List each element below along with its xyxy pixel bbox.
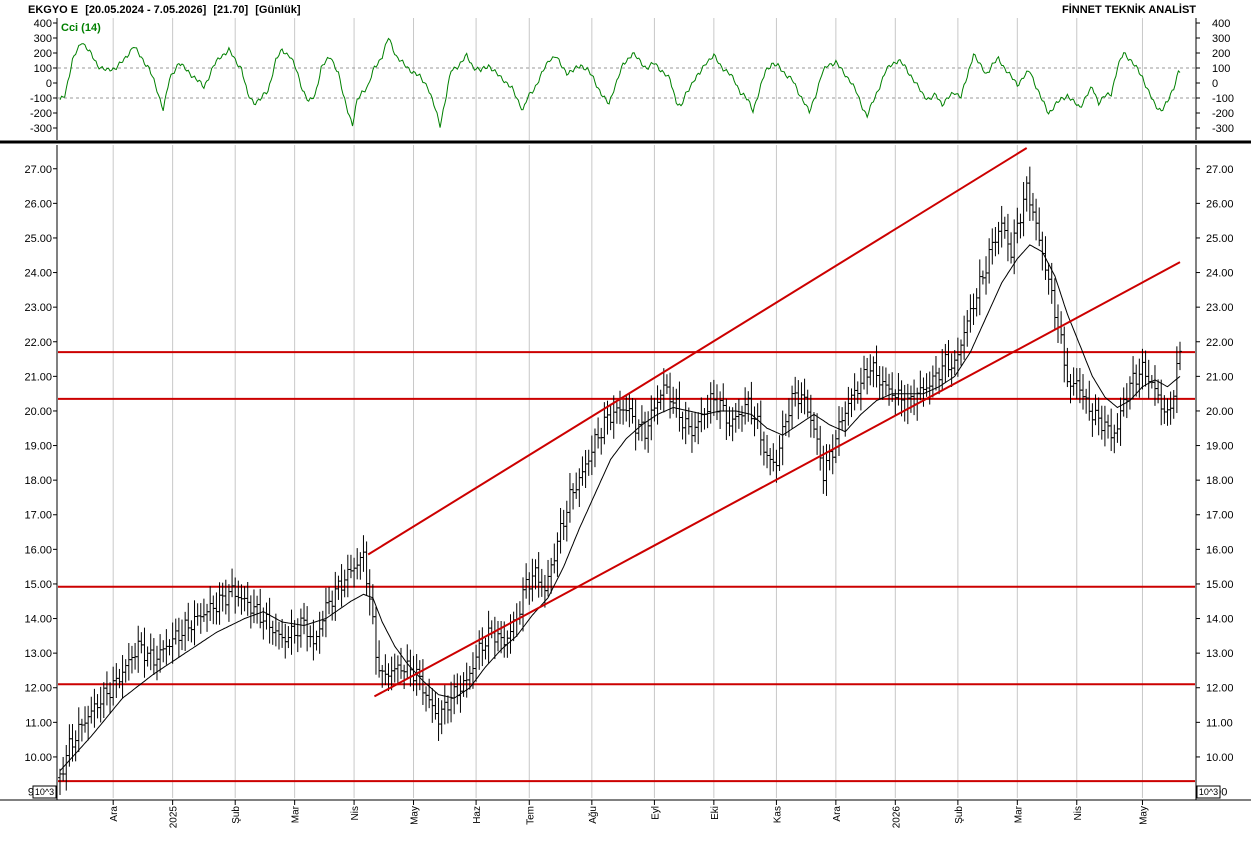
price-tick-left: 15.00	[24, 579, 52, 591]
cci-tick-right: 300	[1212, 33, 1230, 45]
cci-tick-left: 100	[34, 63, 52, 75]
price-tick-right: 24.00	[1206, 268, 1234, 280]
cci-tick-left: -300	[30, 123, 52, 135]
cci-line	[59, 37, 1181, 128]
price-tick-left: 14.00	[24, 614, 52, 626]
trend-line	[373, 261, 1181, 698]
cci-tick-right: 400	[1212, 18, 1230, 30]
price-tick-left: 26.00	[24, 198, 52, 210]
price-tick-right: 18.00	[1206, 475, 1234, 487]
price-tick-left: 23.00	[24, 302, 52, 314]
cci-tick-right: 0	[1212, 78, 1218, 90]
cci-tick-left: 0	[46, 78, 52, 90]
x-tick-label: Ağu	[588, 806, 599, 824]
x-tick-label: Nis	[1073, 806, 1084, 820]
price-tick-right: 21.00	[1206, 371, 1234, 383]
price-tick-left: 13.00	[24, 648, 52, 660]
header-vendor: FİNNET TEKNİK ANALİST	[1062, 3, 1196, 16]
price-tick-left: 10.00	[24, 752, 52, 764]
header-range: [20.05.2024 - 7.05.2026]	[85, 4, 206, 16]
cci-tick-left: -100	[30, 93, 52, 105]
price-tick-left: 12.00	[24, 683, 52, 695]
x-tick-label: May	[410, 806, 421, 825]
cci-tick-left: -200	[30, 108, 52, 120]
price-tick-left: 18.00	[24, 475, 52, 487]
price-tick-right: 22.00	[1206, 337, 1234, 349]
price-tick-right: 15.00	[1206, 579, 1234, 591]
price-tick-right: 23.00	[1206, 302, 1234, 314]
x-tick-label: Kas	[772, 806, 783, 823]
header-title: EKGYO E [20.05.2024 - 7.05.2026] [21.70]…	[28, 4, 301, 16]
price-tick-left: 9	[28, 787, 34, 799]
header-symbol: EKGYO E	[28, 4, 78, 16]
cci-tick-left: 300	[34, 33, 52, 45]
cci-tick-right: -300	[1212, 123, 1234, 135]
x-tick-label: Ara	[832, 806, 843, 822]
cci-label: Cci (14)	[61, 22, 101, 34]
cci-tick-right: 100	[1212, 63, 1230, 75]
price-tick-left: 11.00	[25, 717, 52, 729]
trend-line	[367, 147, 1028, 556]
price-tick-right: 16.00	[1206, 544, 1234, 556]
x-axis: Ara 2025 Şub Mar Nis May Haz Tem Ağu Eyl Eki Kas Ara…	[109, 800, 1150, 829]
price-tick-right: 11.00	[1206, 717, 1233, 729]
price-tick-left: 16.00	[24, 544, 52, 556]
price-tick-right: 14.00	[1206, 614, 1234, 626]
header-period: [Günlük]	[255, 4, 301, 16]
price-tick-left: 17.00	[24, 510, 52, 522]
price-tick-right: 20.00	[1206, 406, 1234, 418]
cci-tick-right: -100	[1212, 93, 1234, 105]
price-tick-right: 10.00	[1206, 752, 1234, 764]
cci-tick-left: 400	[34, 18, 52, 30]
multiplier-right: 10^3	[1196, 785, 1221, 799]
price-tick-left: 24.00	[24, 268, 52, 280]
x-tick-label: Mar	[291, 805, 302, 823]
x-tick-label: May	[1139, 806, 1150, 825]
price-tick-right: 26.00	[1206, 198, 1234, 210]
cci-tick-right: 200	[1212, 48, 1230, 60]
price-tick-right: 13.00	[1206, 648, 1234, 660]
x-tick-label: Haz	[472, 806, 483, 824]
price-panel: 27.00 27.00 26.00 26.00 25.00 25.00 24.00 24.00…	[24, 145, 1234, 800]
x-tick-label: Şub	[231, 806, 242, 824]
x-tick-label: Eyl	[650, 806, 661, 820]
price-tick-right: 25.00	[1206, 233, 1234, 245]
multiplier-left: 10^3	[32, 785, 57, 799]
cci-panel: Cci (14) 400 400 300 300 200 200 100 100 0 0 -100 -…	[30, 18, 1234, 140]
price-tick-left: 27.00	[24, 164, 52, 176]
x-tick-label: Şub	[954, 806, 965, 824]
price-tick-right: 12.00	[1206, 683, 1234, 695]
header-last: [21.70]	[213, 4, 248, 16]
price-tick-left: 21.00	[24, 371, 52, 383]
price-tick-left: 25.00	[24, 233, 52, 245]
x-tick-label: Nis	[350, 806, 361, 820]
price-tick-right: 19.00	[1206, 441, 1234, 453]
cci-tick-left: 200	[34, 48, 52, 60]
x-tick-label: Tem	[525, 806, 536, 825]
x-tick-label: 2025	[169, 806, 180, 829]
x-tick-label: Eki	[710, 806, 721, 820]
price-tick-left: 22.00	[24, 337, 52, 349]
price-tick-left: 19.00	[24, 441, 52, 453]
price-tick-right: 27.00	[1206, 164, 1234, 176]
moving-average-line	[59, 244, 1181, 772]
price-tick-right: 17.00	[1206, 510, 1234, 522]
price-tick-left: 20.00	[24, 406, 52, 418]
svg-text:10^3: 10^3	[35, 787, 54, 797]
svg-text:10^3: 10^3	[1199, 787, 1218, 797]
x-tick-label: Mar	[1013, 805, 1024, 823]
cci-tick-right: -200	[1212, 108, 1234, 120]
x-tick-label: Ara	[109, 806, 120, 822]
x-tick-label: 2026	[891, 806, 902, 829]
